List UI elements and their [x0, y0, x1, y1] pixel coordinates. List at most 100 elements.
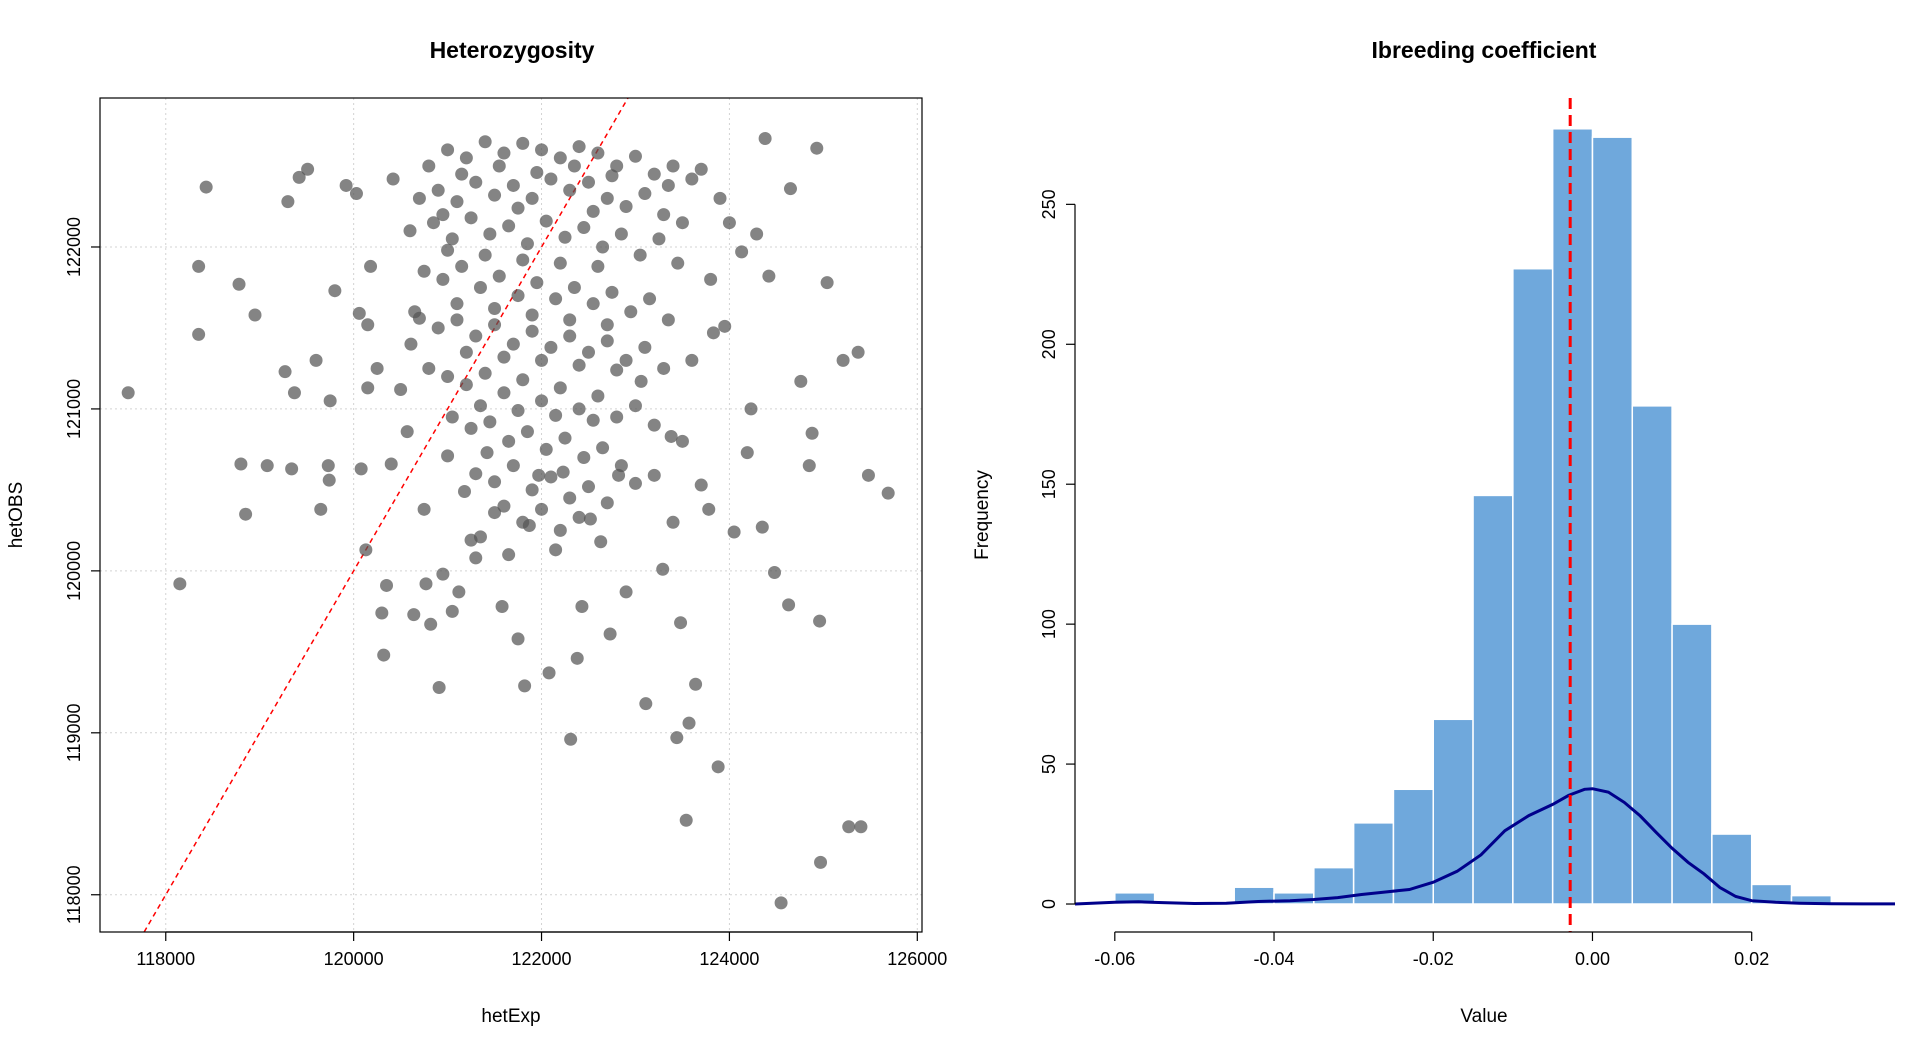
scatter-point	[610, 363, 624, 377]
scatter-point	[553, 381, 567, 395]
scatter-point	[121, 386, 135, 400]
scatter-points	[121, 131, 895, 910]
scatter-point	[572, 402, 586, 416]
histogram-bar	[1114, 892, 1156, 905]
scatter-point	[628, 476, 642, 490]
histogram-y-tick-label: 250	[1039, 189, 1059, 219]
scatter-point	[436, 208, 450, 222]
scatter-y-tick-label: 120000	[64, 541, 84, 601]
histogram-bar	[1671, 623, 1713, 905]
scatter-point	[436, 567, 450, 581]
scatter-point	[675, 216, 689, 230]
scatter-point	[495, 599, 509, 613]
scatter-panel: Heterozygosity 118000 120000 122000 124000 1…	[6, 37, 947, 1027]
scatter-point	[441, 370, 455, 384]
scatter-point	[810, 141, 824, 155]
scatter-y-axis-label: hetOBS	[6, 482, 27, 549]
scatter-point	[605, 169, 619, 183]
scatter-point	[516, 253, 530, 267]
scatter-point	[445, 410, 459, 424]
scatter-point	[441, 449, 455, 463]
scatter-point	[553, 151, 567, 165]
scatter-point	[657, 361, 671, 375]
scatter-point	[483, 227, 497, 241]
histogram-bar	[1591, 136, 1634, 905]
scatter-point	[572, 358, 586, 372]
scatter-point	[628, 399, 642, 413]
scatter-point	[881, 486, 895, 500]
scatter-point	[301, 162, 315, 176]
scatter-point	[563, 491, 577, 505]
scatter-point	[553, 523, 567, 537]
scatter-point	[287, 386, 301, 400]
scatter-point	[497, 499, 511, 513]
scatter-point	[192, 327, 206, 341]
scatter-point	[605, 285, 619, 299]
scatter-point	[758, 131, 772, 145]
scatter-point	[774, 896, 788, 910]
scatter-point	[544, 470, 558, 484]
histogram-x-axis: -0.06 -0.04 -0.02 0.00 0.02	[1094, 931, 1769, 969]
scatter-point	[535, 143, 549, 157]
scatter-point	[591, 389, 605, 403]
scatter-point	[441, 143, 455, 157]
scatter-point	[488, 302, 502, 316]
scatter-point	[570, 651, 584, 665]
scatter-point	[502, 434, 516, 448]
scatter-point	[563, 329, 577, 343]
scatter-point	[323, 394, 337, 408]
scatter-point	[619, 353, 633, 367]
scatter-point	[488, 188, 502, 202]
scatter-point	[549, 408, 563, 422]
scatter-point	[354, 462, 368, 476]
scatter-point	[582, 345, 596, 359]
scatter-point	[530, 165, 544, 179]
scatter-point	[408, 305, 422, 319]
scatter-point	[740, 446, 754, 460]
scatter-point	[292, 170, 306, 184]
scatter-point	[842, 820, 856, 834]
histogram-x-tick-label: -0.04	[1254, 949, 1295, 969]
histogram-x-tick-label: -0.02	[1413, 949, 1454, 969]
scatter-point	[619, 585, 633, 599]
scatter-point	[394, 382, 408, 396]
scatter-point	[563, 313, 577, 327]
scatter-point	[735, 245, 749, 259]
scatter-point	[610, 159, 624, 173]
scatter-point	[591, 146, 605, 160]
identity-reference-line	[143, 97, 629, 933]
scatter-point	[682, 716, 696, 730]
scatter-point	[755, 520, 769, 534]
scatter-point	[525, 324, 539, 338]
scatter-point	[813, 614, 827, 628]
scatter-y-tick-label: 119000	[64, 703, 84, 762]
scatter-point	[520, 237, 534, 251]
scatter-point	[459, 151, 473, 165]
scatter-point	[594, 535, 608, 549]
scatter-point	[422, 361, 436, 375]
scatter-point	[647, 418, 661, 432]
scatter-x-axis-label: hetExp	[481, 1006, 540, 1027]
histogram-y-tick-label: 100	[1039, 609, 1059, 639]
scatter-point	[321, 459, 335, 473]
scatter-point	[549, 292, 563, 306]
scatter-point	[572, 140, 586, 154]
scatter-point	[854, 820, 868, 834]
scatter-point	[450, 195, 464, 209]
scatter-point	[511, 404, 525, 418]
scatter-point	[426, 216, 440, 230]
scatter-point	[473, 399, 487, 413]
scatter-point	[445, 232, 459, 246]
scatter-point	[469, 551, 483, 565]
scatter-point	[445, 604, 459, 618]
scatter-point	[558, 230, 572, 244]
scatter-point	[412, 191, 426, 205]
scatter-point	[431, 321, 445, 335]
scatter-point	[679, 813, 693, 827]
scatter-point	[497, 350, 511, 364]
scatter-point	[469, 175, 483, 189]
scatter-point	[518, 679, 532, 693]
scatter-point	[380, 578, 394, 592]
scatter-point	[542, 666, 556, 680]
scatter-y-tick-label: 118000	[64, 865, 84, 924]
